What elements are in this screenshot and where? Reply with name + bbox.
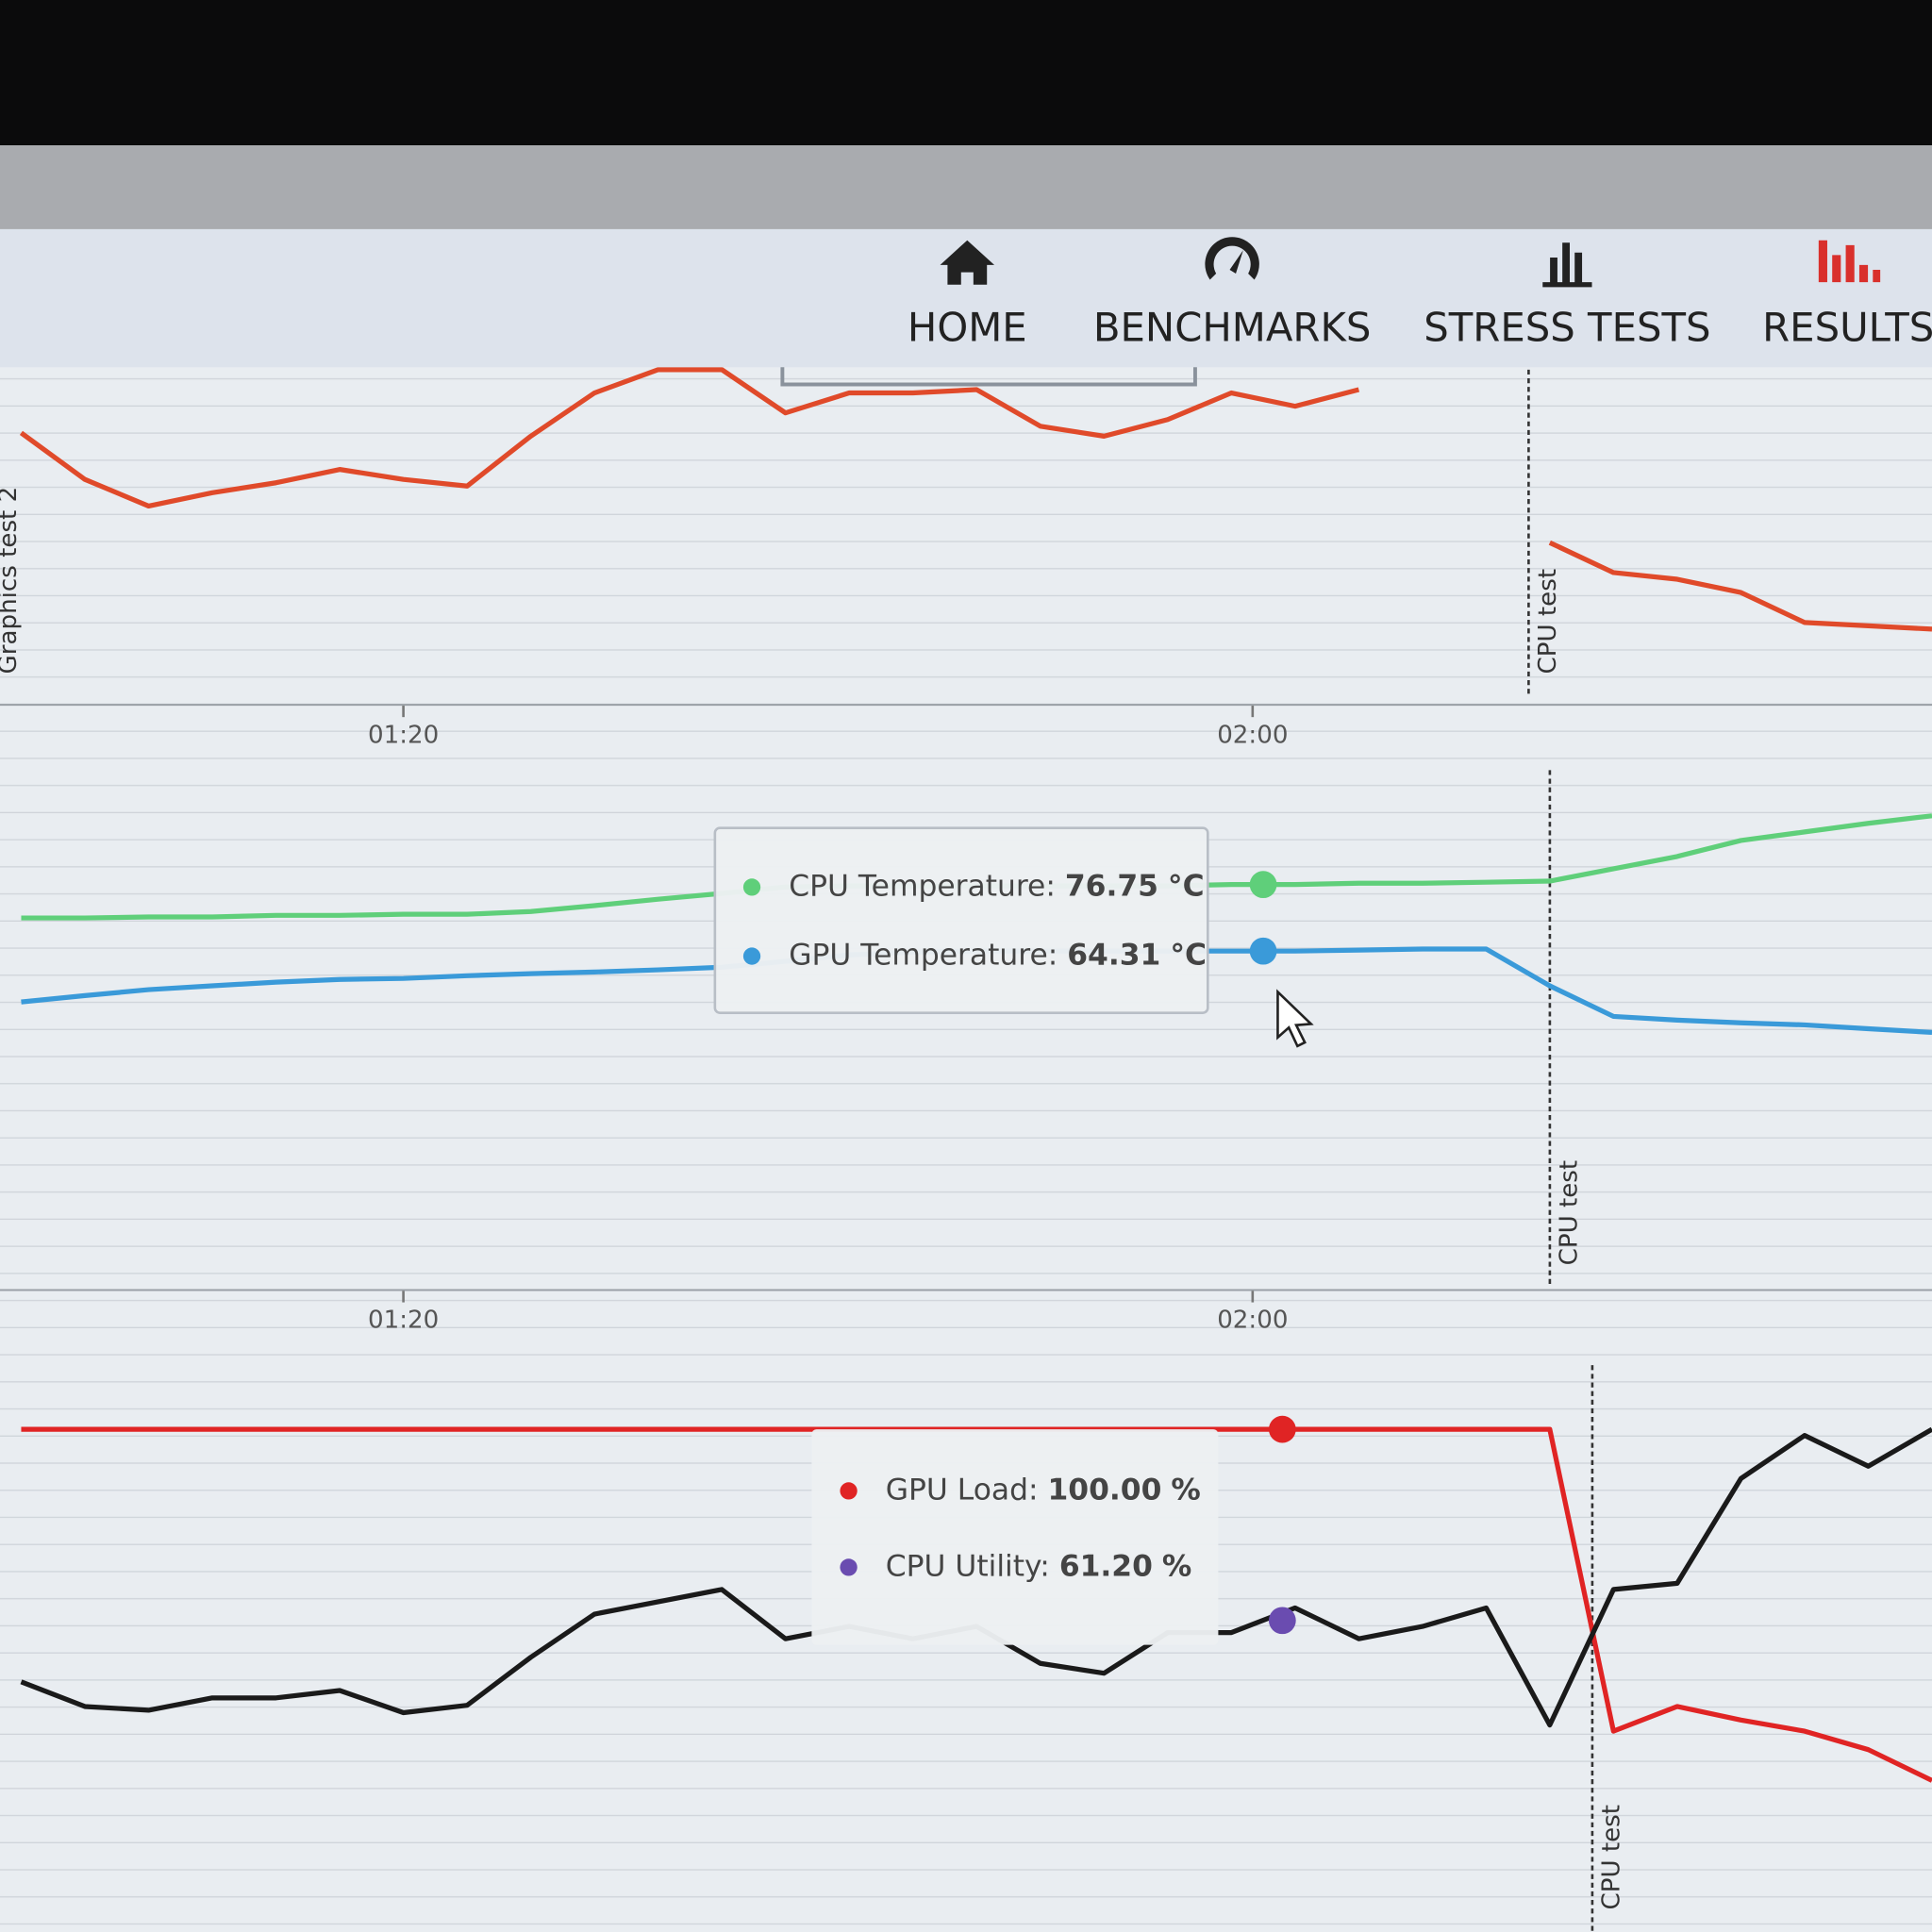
- tooltip-label: CPU Utility:: [886, 1549, 1050, 1583]
- tooltip-label: CPU Temperature:: [789, 869, 1056, 903]
- nav-label[interactable]: RESULTS: [1762, 305, 1932, 351]
- bezel: [0, 0, 1932, 146]
- navigation: HOME BENCHMARKS STRESS TESTS RESULTS: [0, 0, 1932, 387]
- mouse-cursor: [1276, 989, 1314, 1048]
- nav-label[interactable]: STRESS TESTS: [1424, 305, 1710, 351]
- nav-icon: [1818, 240, 1881, 283]
- nav-item[interactable]: HOME: [908, 240, 1027, 351]
- nav-item[interactable]: BENCHMARKS: [1093, 237, 1372, 351]
- tooltip-text: GPU Load: 100.00 %: [886, 1473, 1201, 1507]
- tooltip-dot: [742, 947, 761, 965]
- nav-item[interactable]: STRESS TESTS: [1424, 242, 1711, 351]
- tooltip-value: 76.75: [1065, 869, 1158, 903]
- tooltip-text: GPU Temperature: 64.31 °C: [789, 939, 1207, 973]
- nav-icon: [940, 240, 995, 285]
- annotation-label: CPU test: [1597, 1805, 1625, 1910]
- nav-icon: [1205, 237, 1259, 280]
- chart: 01:20 02:00 Graphics test 2 CPU test: [0, 367, 1932, 749]
- tooltip-value: 64.31: [1067, 939, 1160, 973]
- charts: 01:20 02:00 Graphics test 2 CPU test 01:20 02…: [0, 367, 1932, 1932]
- nav-item[interactable]: RESULTS: [1762, 240, 1932, 351]
- tooltip-text: CPU Utility: 61.20 %: [886, 1549, 1192, 1583]
- nav-icon: [1542, 242, 1592, 288]
- tooltip-unit: °C: [1168, 869, 1205, 903]
- title-bar: [0, 145, 1932, 229]
- x-tick-label: 02:00: [1217, 721, 1288, 749]
- nav-hover-bracket: [780, 367, 1197, 387]
- annotation-label: Graphics test 2: [0, 487, 23, 675]
- tooltip-unit: %: [1171, 1473, 1200, 1507]
- x-tick-label: 01:20: [368, 721, 439, 749]
- tooltip-value: 100.00: [1047, 1473, 1161, 1507]
- annotation-label: CPU test: [1534, 569, 1562, 675]
- chart: 01:20 02:00 CPU test CPU Temperature: 76.75…: [0, 770, 1932, 1335]
- annotation-label: CPU test: [1555, 1160, 1583, 1266]
- tooltip-label: GPU Temperature:: [789, 939, 1058, 973]
- tooltip-unit: °C: [1170, 939, 1207, 973]
- hover-marker: [1268, 1415, 1296, 1443]
- tooltip-label: GPU Load:: [886, 1473, 1039, 1507]
- hover-marker: [1268, 1607, 1296, 1635]
- tooltip-dot: [742, 878, 761, 896]
- tooltip-value: 61.20: [1059, 1549, 1153, 1583]
- tooltip-box: [713, 826, 1209, 1014]
- x-tick-label: 02:00: [1217, 1307, 1288, 1335]
- series-line: [19, 367, 1932, 632]
- x-tick-label: 01:20: [368, 1307, 439, 1335]
- nav-label[interactable]: BENCHMARKS: [1093, 305, 1372, 351]
- nav-label[interactable]: HOME: [908, 305, 1027, 351]
- tooltip-dot: [840, 1482, 858, 1500]
- tooltip-unit: %: [1162, 1549, 1191, 1583]
- tooltip-dot: [840, 1558, 858, 1576]
- hover-marker: [1249, 937, 1277, 965]
- hover-marker: [1249, 871, 1277, 899]
- tooltip-text: CPU Temperature: 76.75 °C: [789, 869, 1204, 903]
- tooltip-box: [811, 1429, 1219, 1645]
